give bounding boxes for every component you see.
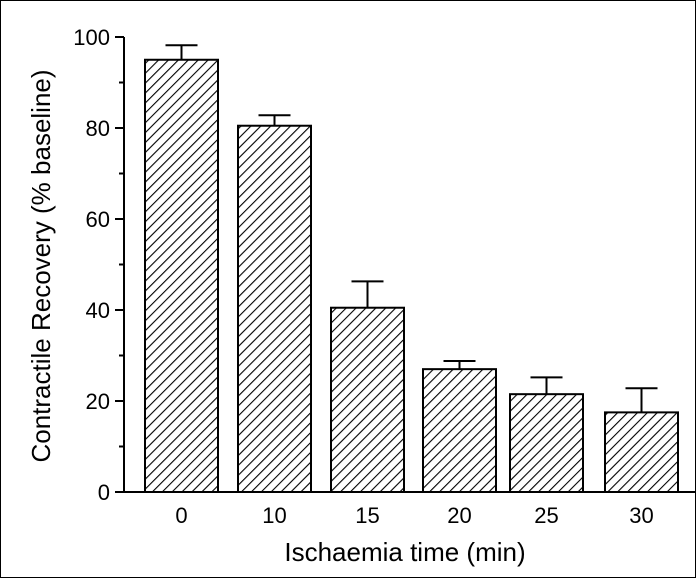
y-tick-label: 80 (86, 116, 110, 141)
y-tick-label: 20 (86, 389, 110, 414)
bar (604, 411, 679, 493)
bar (330, 306, 405, 493)
x-tick-label: 20 (447, 503, 471, 528)
x-tick-label: 30 (629, 503, 653, 528)
y-tick-label: 60 (86, 207, 110, 232)
y-axis: 0 20 40 60 80 100 (73, 25, 125, 505)
x-tick-label: 10 (262, 503, 286, 528)
x-tick-label: 15 (355, 503, 379, 528)
bar (422, 368, 497, 493)
bar (509, 393, 584, 493)
bar (237, 124, 312, 493)
bar (144, 58, 219, 493)
x-tick-label: 0 (175, 503, 187, 528)
x-axis-title: Ischaemia time (min) (284, 537, 525, 567)
y-tick-label: 40 (86, 298, 110, 323)
y-tick-label: 0 (98, 480, 110, 505)
x-tick-label: 25 (534, 503, 558, 528)
bars (144, 58, 679, 493)
error-bars (165, 44, 658, 413)
x-axis: 0 10 15 20 25 30 (124, 491, 696, 528)
y-axis-title: Contractile Recovery (% baseline) (26, 69, 56, 462)
y-tick-label: 100 (73, 25, 110, 50)
